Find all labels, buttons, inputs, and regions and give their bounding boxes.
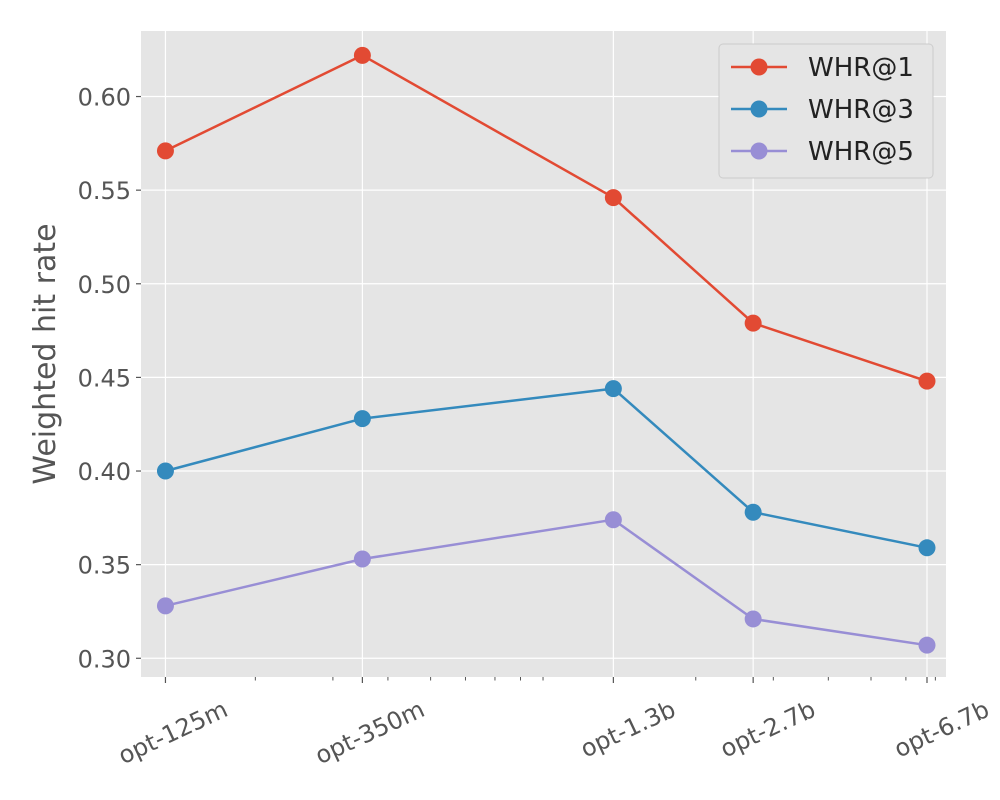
legend-marker	[750, 100, 768, 118]
data-point	[353, 46, 371, 64]
data-point	[156, 142, 174, 160]
y-tick-label: 0.60	[78, 84, 131, 112]
x-tick-labels: opt-125m opt-350m opt-1.3b opt-2.7b opt-6.7b	[114, 677, 994, 770]
series-group	[156, 46, 936, 654]
x-tick-label: opt-2.7b	[716, 695, 820, 763]
legend-label: WHR@3	[808, 95, 914, 125]
data-point	[744, 314, 762, 332]
y-tick-label: 0.40	[78, 458, 131, 486]
legend-label: WHR@5	[808, 137, 914, 167]
y-tick-label: 0.50	[78, 271, 131, 299]
data-point	[604, 511, 622, 529]
legend-box	[718, 43, 934, 179]
data-point	[156, 462, 174, 480]
data-point	[156, 597, 174, 615]
y-tick-label: 0.55	[78, 177, 131, 205]
data-point	[918, 636, 936, 654]
y-tick-label: 0.35	[78, 552, 131, 580]
data-point	[918, 372, 936, 390]
x-tick-label: opt-1.3b	[576, 695, 680, 763]
y-tick-label: 0.45	[78, 364, 131, 392]
x-tick-label: opt-350m	[311, 695, 429, 770]
minor-ticks	[254, 677, 936, 681]
data-point	[918, 539, 936, 557]
x-tick-label: opt-6.7b	[890, 695, 994, 763]
legend-label: WHR@1	[808, 53, 914, 83]
y-axis-label: Weighted hit rate	[28, 223, 63, 484]
data-point	[744, 503, 762, 521]
data-point	[604, 189, 622, 207]
legend-marker	[750, 142, 768, 160]
data-point	[353, 550, 371, 568]
data-point	[353, 410, 371, 428]
y-tick-labels: 0.30 0.35 0.40 0.45 0.50 0.55 0.60	[78, 84, 141, 673]
data-point	[744, 610, 762, 628]
legend: WHR@1 WHR@3 WHR@5	[718, 43, 934, 179]
legend-marker	[750, 58, 768, 76]
grid-lines	[141, 31, 946, 677]
y-tick-label: 0.30	[78, 645, 131, 673]
data-point	[604, 380, 622, 398]
x-tick-label: opt-125m	[114, 695, 232, 770]
